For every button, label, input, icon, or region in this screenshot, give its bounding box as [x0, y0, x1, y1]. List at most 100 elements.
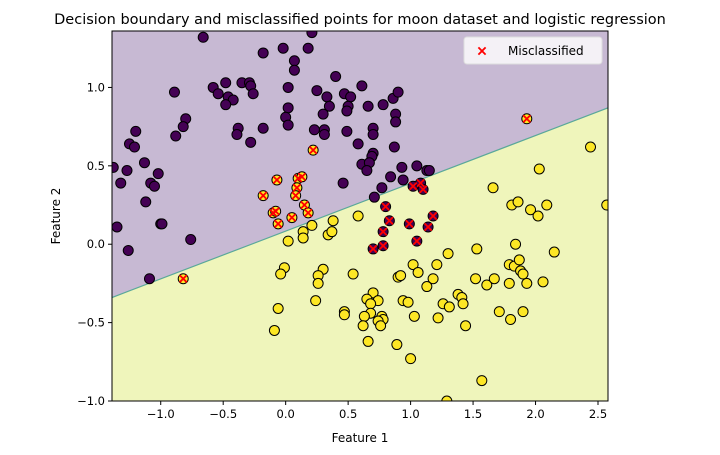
- y-tick-label: 0.5: [87, 159, 105, 173]
- misclassified-x-stroke: [308, 145, 318, 155]
- point-class-0: [367, 128, 379, 140]
- misclassified-x-stroke: [416, 178, 425, 188]
- point-class-0: [177, 121, 189, 133]
- misclassified-marker: [522, 114, 532, 124]
- point-class-0: [330, 70, 342, 82]
- point-class-0: [311, 85, 323, 97]
- misclassified-marker: [378, 227, 388, 236]
- misclassified-marker: [408, 181, 418, 191]
- y-tick-label: −0.5: [77, 316, 105, 330]
- x-tick-label: −0.5: [209, 407, 237, 421]
- y-axis-label: Feature 2: [49, 188, 63, 245]
- point-class-1: [510, 238, 522, 250]
- misclassified-marker: [385, 216, 394, 225]
- misclassified-marker: [303, 208, 313, 218]
- point-class-1: [525, 204, 537, 216]
- misclassified-marker: [416, 178, 425, 188]
- point-class-0: [318, 128, 330, 140]
- legend-misclassified-marker: [477, 46, 487, 56]
- point-class-1: [395, 270, 407, 282]
- point-class-1: [541, 199, 553, 211]
- misclassified-marker: [418, 185, 428, 194]
- point-class-1: [412, 266, 424, 278]
- point-class-1: [407, 259, 419, 271]
- point-class-0: [156, 218, 168, 230]
- misclassified-x-stroke: [273, 219, 283, 229]
- misclassified-x-stroke: [291, 191, 300, 200]
- point-class-0: [277, 42, 289, 54]
- point-class-0: [317, 108, 329, 120]
- point-class-0: [128, 141, 140, 153]
- x-tick-label: 2.0: [526, 407, 544, 421]
- point-class-0: [397, 174, 409, 186]
- point-class-0: [306, 31, 318, 39]
- point-class-1: [517, 306, 529, 318]
- plot-content: [112, 31, 608, 401]
- point-class-1: [347, 268, 359, 280]
- misclassified-marker: [378, 241, 388, 251]
- misclassified-x-stroke: [300, 200, 309, 210]
- point-class-1: [427, 273, 439, 285]
- point-class-1: [487, 182, 499, 194]
- point-class-0: [282, 81, 294, 93]
- point-class-1: [548, 246, 560, 258]
- point-class-1: [326, 226, 338, 238]
- point-class-1: [375, 320, 387, 332]
- chart-title: Decision boundary and misclassified poin…: [54, 12, 666, 28]
- point-class-0: [341, 125, 353, 137]
- point-class-0: [321, 91, 333, 103]
- misclassified-marker: [368, 244, 378, 254]
- misclassified-marker: [412, 236, 422, 246]
- point-class-1: [297, 232, 309, 244]
- point-class-1: [421, 281, 433, 293]
- point-class-1: [402, 296, 414, 308]
- point-class-0: [143, 273, 155, 285]
- point-class-1: [272, 303, 284, 314]
- x-tick-label: 0.0: [277, 407, 295, 421]
- point-class-0: [411, 160, 423, 172]
- x-axis-ticks: −1.0 −0.5 0.0 0.5 1.0 1.5 2.0 2.5: [147, 401, 607, 421]
- point-class-1: [460, 320, 472, 332]
- point-class-0: [185, 234, 197, 246]
- misclassified-x-stroke: [412, 236, 422, 246]
- point-class-1: [391, 339, 403, 351]
- misclassified-x-stroke: [408, 181, 418, 191]
- point-class-1: [513, 254, 525, 266]
- point-class-0: [122, 244, 134, 256]
- x-tick-label: 2.5: [589, 407, 607, 421]
- point-class-0: [368, 191, 380, 203]
- point-class-1: [457, 298, 469, 310]
- y-tick-label: 0.0: [87, 237, 105, 251]
- point-class-0: [112, 161, 119, 173]
- point-class-1: [268, 324, 280, 336]
- point-class-1: [512, 196, 524, 208]
- point-class-0: [257, 47, 269, 59]
- misclassified-x-stroke: [303, 208, 313, 218]
- misclassified-x-stroke: [258, 191, 268, 200]
- misclassified-marker: [292, 183, 302, 193]
- misclassified-x-stroke: [378, 227, 388, 236]
- point-class-0: [121, 165, 133, 177]
- point-class-0: [423, 165, 435, 177]
- point-class-0: [356, 80, 368, 92]
- point-class-0: [115, 177, 127, 189]
- point-class-1: [312, 277, 324, 289]
- misclassified-marker: [287, 213, 297, 222]
- point-class-0: [385, 171, 397, 183]
- misclassified-x-stroke: [423, 222, 433, 232]
- misclassified-x-stroke: [271, 207, 280, 216]
- point-class-1: [521, 277, 533, 289]
- point-class-1: [601, 199, 608, 211]
- point-class-0: [377, 99, 389, 111]
- point-class-0: [282, 102, 294, 114]
- point-class-0: [396, 161, 408, 173]
- point-class-1: [306, 219, 318, 231]
- point-class-0: [288, 64, 300, 76]
- legend: Misclassified: [463, 36, 603, 65]
- point-class-0: [231, 128, 243, 140]
- point-class-1: [441, 395, 453, 401]
- point-class-0: [308, 124, 320, 136]
- point-class-0: [220, 99, 232, 111]
- misclassified-marker: [258, 191, 268, 200]
